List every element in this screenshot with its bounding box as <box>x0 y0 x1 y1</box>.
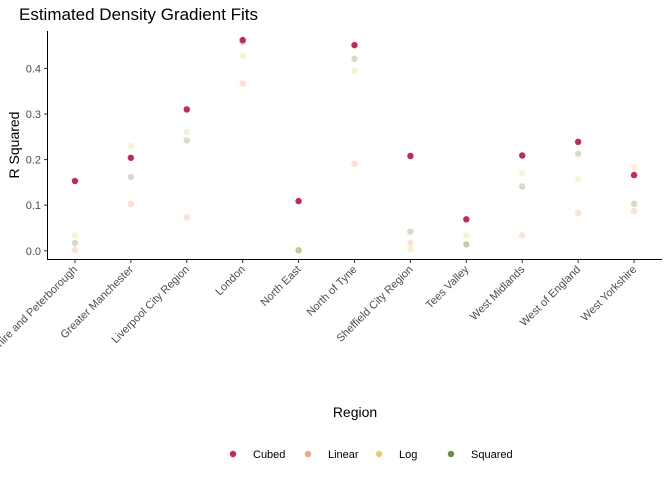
point-log <box>183 129 190 136</box>
point-linear <box>630 207 638 215</box>
point-log <box>351 67 358 74</box>
point-linear <box>295 247 302 254</box>
point-linear <box>519 232 526 239</box>
legend-key-cubed <box>229 450 237 458</box>
y-axis-ticks: 0.0 0.1 0.2 0.3 0.4 <box>26 63 47 258</box>
x-axis-title: Region <box>333 404 377 420</box>
point-cubed <box>295 197 302 205</box>
plot-area <box>71 36 638 254</box>
legend-label-linear: Linear <box>328 449 359 461</box>
point-squared <box>463 241 470 248</box>
point-squared <box>351 55 358 63</box>
legend-key-squared <box>447 450 455 458</box>
point-cubed <box>183 106 190 113</box>
x-tick-label: West Midlands <box>468 263 528 323</box>
point-linear <box>239 80 246 87</box>
point-cubed <box>519 152 526 159</box>
point-linear <box>407 239 414 247</box>
y-tick-label: 0.4 <box>26 63 41 75</box>
point-squared <box>630 200 638 208</box>
point-log <box>630 164 638 171</box>
point-cubed <box>127 154 135 161</box>
point-linear <box>351 160 358 167</box>
point-cubed <box>463 216 470 223</box>
point-cubed <box>407 152 414 160</box>
point-log <box>295 247 302 254</box>
y-tick-label: 0.1 <box>26 200 41 212</box>
point-squared <box>295 247 302 254</box>
legend: Cubed Linear Log Squared <box>229 449 513 461</box>
point-linear <box>127 200 135 208</box>
point-cubed <box>351 41 358 49</box>
chart-title: Estimated Density Gradient Fits <box>19 5 258 24</box>
point-cubed <box>574 138 582 146</box>
point-log <box>407 245 414 253</box>
y-tick-label: 0.0 <box>26 246 41 258</box>
point-squared <box>71 239 79 247</box>
point-cubed <box>71 177 79 185</box>
point-squared <box>127 173 135 181</box>
x-tick-label: West of England <box>518 264 583 329</box>
point-linear <box>463 241 470 248</box>
point-log <box>463 232 470 239</box>
point-linear <box>183 214 190 221</box>
x-tick-label: West Yorkshire <box>579 264 639 324</box>
point-linear <box>574 209 582 217</box>
point-log <box>239 52 246 59</box>
point-linear <box>71 246 79 254</box>
x-tick-label: North of Tyne <box>305 264 360 319</box>
x-tick-label: London <box>213 264 247 298</box>
point-squared <box>519 183 526 190</box>
legend-label-log: Log <box>399 449 417 461</box>
point-log <box>71 232 79 239</box>
point-log <box>127 142 135 150</box>
point-squared <box>183 137 190 144</box>
point-log <box>519 170 526 177</box>
y-tick-label: 0.2 <box>26 155 41 167</box>
point-cubed <box>239 36 246 44</box>
y-axis-title: R Squared <box>6 112 22 179</box>
point-log <box>574 176 582 183</box>
legend-label-cubed: Cubed <box>253 449 285 461</box>
point-cubed <box>630 171 638 179</box>
x-tick-label: North East <box>258 264 303 309</box>
x-tick-label: Tees Valley <box>424 263 472 311</box>
legend-key-linear <box>304 450 312 458</box>
legend-label-squared: Squared <box>471 449 513 461</box>
legend-key-log <box>375 450 383 458</box>
point-squared <box>407 228 414 235</box>
point-squared <box>574 150 582 157</box>
y-tick-label: 0.3 <box>26 109 41 121</box>
